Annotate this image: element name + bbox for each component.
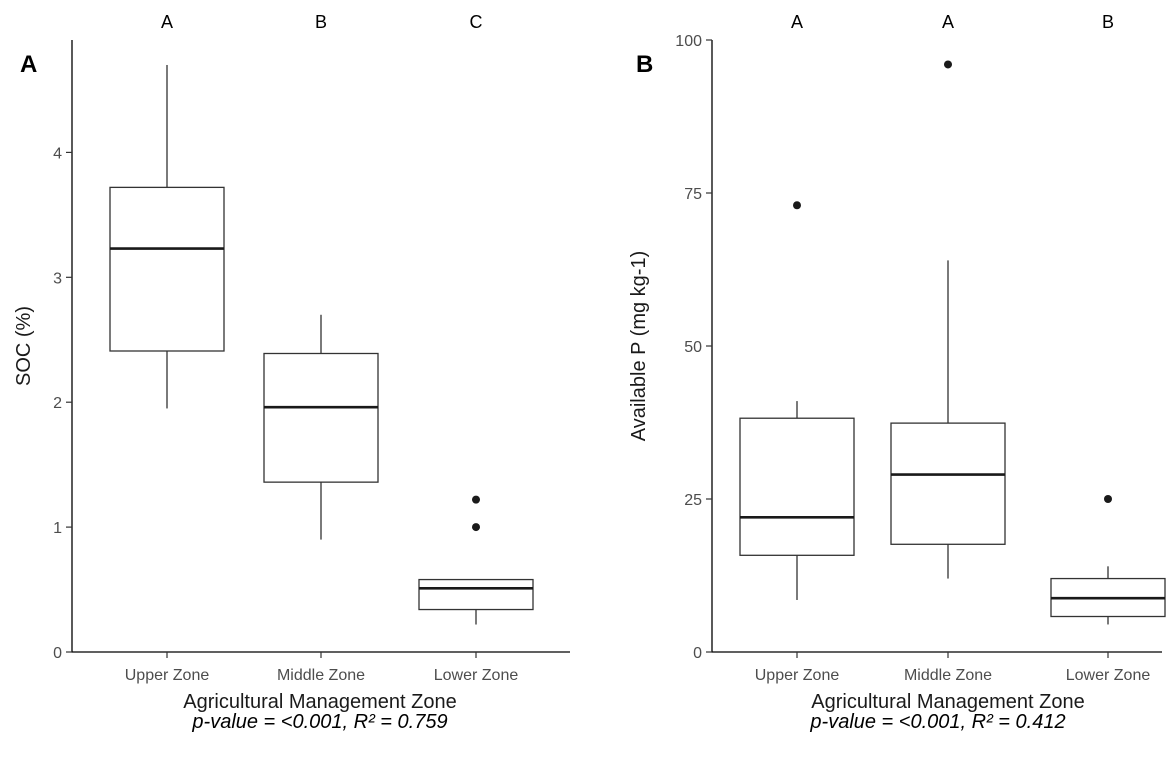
panel-b-xtick-label: Middle Zone xyxy=(904,667,992,684)
panel-a-ytick-label: 1 xyxy=(53,520,62,537)
panel-a-group-letter: A xyxy=(161,12,173,32)
panel-a-box-3 xyxy=(418,495,534,625)
panel-b-ytick-label: 0 xyxy=(693,645,702,662)
box-iqr xyxy=(739,417,855,556)
panel-a-x-axis-title: Agricultural Management Zone xyxy=(183,691,456,713)
panel-a-ytick-label: 0 xyxy=(53,645,62,662)
panel-b-y-axis-title: Available P (mg kg-1) xyxy=(628,251,650,441)
box-iqr xyxy=(418,578,534,611)
outlier-point xyxy=(1104,495,1112,503)
panel-a-xtick-label: Lower Zone xyxy=(434,667,519,684)
outlier-point xyxy=(472,523,480,532)
panel-a-xtick-label: Middle Zone xyxy=(277,667,365,684)
panel-a-label: A xyxy=(20,51,37,78)
panel-a-stat-annotation: p-value = <0.001, R² = 0.759 xyxy=(191,711,447,733)
panel-a: 0 1 2 3 4 Upper Zone A Middle Zone B Lower Zone C A… xyxy=(13,12,570,733)
panel-a-box-1 xyxy=(109,64,225,409)
panel-a-y-axis-title: SOC (%) xyxy=(13,306,35,386)
panel-b-label: B xyxy=(636,51,653,78)
panel-a-group-letter: B xyxy=(315,12,327,32)
panel-b-group-letter: A xyxy=(791,12,803,32)
panel-a-group-letter: C xyxy=(470,12,483,32)
panel-b: 0 25 50 75 100 Upper Zone A Middle Zone A Lower Z… xyxy=(628,12,1166,733)
panel-b-stat-annotation: p-value = <0.001, R² = 0.412 xyxy=(809,711,1065,733)
panel-a-ytick-label: 2 xyxy=(53,395,62,412)
panel-b-xtick-label: Lower Zone xyxy=(1066,667,1151,684)
panel-a-ytick-label: 3 xyxy=(53,270,62,287)
panel-b-box-3 xyxy=(1050,495,1166,625)
panel-a-xtick-label: Upper Zone xyxy=(125,667,210,684)
panel-a-ytick-label: 4 xyxy=(53,145,62,162)
panel-b-ytick-label: 75 xyxy=(684,186,702,203)
panel-b-ytick-label: 25 xyxy=(684,492,702,509)
panel-b-ytick-label: 50 xyxy=(684,339,702,356)
outlier-point xyxy=(944,60,952,69)
panel-b-x-axis-title: Agricultural Management Zone xyxy=(811,691,1084,713)
box-iqr xyxy=(890,422,1006,545)
box-iqr xyxy=(109,186,225,352)
panel-b-ytick-label: 100 xyxy=(675,33,702,50)
panel-b-box-1 xyxy=(739,201,855,600)
panel-b-group-letter: B xyxy=(1102,12,1114,32)
panel-b-xtick-label: Upper Zone xyxy=(755,667,840,684)
panel-a-box-2 xyxy=(263,314,379,540)
panel-b-group-letter: A xyxy=(942,12,954,32)
outlier-point xyxy=(472,495,480,504)
panel-b-box-2 xyxy=(890,60,1006,579)
box-iqr xyxy=(263,352,379,483)
outlier-point xyxy=(793,201,801,210)
